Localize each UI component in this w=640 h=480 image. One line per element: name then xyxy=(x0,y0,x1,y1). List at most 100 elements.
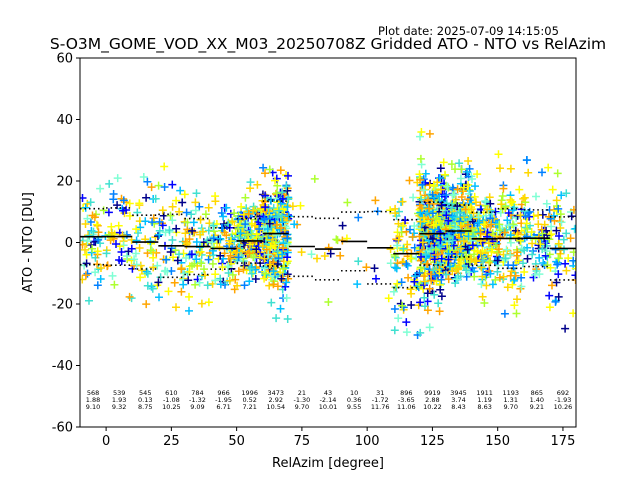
data-point xyxy=(234,233,243,242)
y-tick-label: 20 xyxy=(56,175,73,190)
data-point xyxy=(532,192,540,201)
bin-count-label: 31 xyxy=(376,389,384,397)
data-point xyxy=(425,129,434,138)
data-point xyxy=(435,174,444,182)
data-point xyxy=(422,260,431,268)
bin-std-label: 9.10 xyxy=(86,403,100,411)
data-point xyxy=(182,208,191,217)
data-point xyxy=(189,218,198,227)
data-point xyxy=(173,256,182,265)
bin-count-label: 692 xyxy=(557,389,569,397)
data-point xyxy=(371,196,380,205)
y-tick-label: -40 xyxy=(52,359,73,374)
data-point xyxy=(260,274,269,283)
data-point xyxy=(146,246,155,255)
data-point xyxy=(336,251,345,260)
bin-count-label: 865 xyxy=(531,389,543,397)
data-point xyxy=(264,250,273,259)
data-point xyxy=(284,274,293,283)
data-point xyxy=(453,275,461,284)
data-point xyxy=(261,203,270,212)
data-point xyxy=(419,186,428,195)
data-point xyxy=(569,205,576,214)
data-point xyxy=(85,231,94,240)
data-point xyxy=(249,206,258,215)
data-point xyxy=(154,232,162,241)
data-point xyxy=(554,254,563,263)
bin-mean-label: -1.08 xyxy=(163,396,180,404)
data-point xyxy=(228,217,237,226)
data-point xyxy=(548,281,556,290)
data-point xyxy=(273,260,282,268)
data-point xyxy=(135,199,144,208)
data-point xyxy=(225,239,234,248)
data-point xyxy=(557,218,566,227)
data-point xyxy=(252,230,261,239)
data-point xyxy=(343,198,352,207)
data-point xyxy=(506,251,515,259)
data-point xyxy=(148,284,157,293)
data-point xyxy=(439,158,448,167)
bin-std-label: 10.01 xyxy=(319,403,338,411)
data-point xyxy=(197,299,206,308)
bin-count-label: 43 xyxy=(324,389,332,397)
data-point xyxy=(475,218,484,227)
data-point xyxy=(442,199,451,208)
data-point xyxy=(448,183,457,192)
data-point xyxy=(448,236,457,245)
data-point xyxy=(443,182,452,191)
data-point xyxy=(284,171,292,180)
y-axis-ticks: -60 -40 -20 0 20 40 60 xyxy=(52,52,80,436)
data-point xyxy=(200,265,208,274)
data-point xyxy=(520,246,529,255)
data-point xyxy=(410,222,419,230)
data-point xyxy=(188,226,197,235)
data-point xyxy=(470,272,479,281)
data-point xyxy=(541,251,550,260)
data-point xyxy=(459,183,468,192)
data-point xyxy=(442,270,450,279)
data-point xyxy=(464,260,473,268)
data-point xyxy=(265,261,274,269)
data-point xyxy=(463,167,472,176)
data-point xyxy=(270,241,279,250)
data-point xyxy=(390,326,399,335)
data-point xyxy=(103,261,112,270)
data-point xyxy=(521,223,530,232)
data-point xyxy=(512,309,521,318)
data-point xyxy=(244,235,253,244)
data-point xyxy=(538,229,547,238)
data-point xyxy=(158,206,167,215)
y-tick-label: 60 xyxy=(56,52,73,67)
data-point xyxy=(326,249,335,258)
data-point xyxy=(82,259,91,268)
data-point xyxy=(411,272,420,280)
bin-count-label: 896 xyxy=(400,389,412,397)
y-tick-label: 0 xyxy=(65,236,73,251)
data-point xyxy=(222,203,231,212)
data-point xyxy=(222,231,231,240)
data-point xyxy=(283,230,292,239)
plot-date: Plot date: 2025-07-09 14:15:05 xyxy=(378,24,559,38)
bin-count-label: 610 xyxy=(165,389,177,397)
data-point xyxy=(468,175,476,183)
data-point xyxy=(132,260,141,269)
data-point xyxy=(93,221,102,230)
data-point xyxy=(175,250,183,259)
data-point xyxy=(96,275,105,283)
data-point xyxy=(446,262,454,271)
data-point xyxy=(554,270,563,279)
data-point xyxy=(269,204,278,213)
data-point xyxy=(142,300,151,309)
data-point xyxy=(402,328,411,337)
data-point xyxy=(552,226,561,235)
data-point xyxy=(265,219,274,228)
data-point xyxy=(220,249,229,258)
data-point xyxy=(391,209,400,218)
data-point xyxy=(420,277,429,286)
bin-mean-label: -1.72 xyxy=(372,396,389,404)
data-point xyxy=(81,271,90,280)
data-point xyxy=(436,164,445,173)
data-point xyxy=(552,278,561,287)
